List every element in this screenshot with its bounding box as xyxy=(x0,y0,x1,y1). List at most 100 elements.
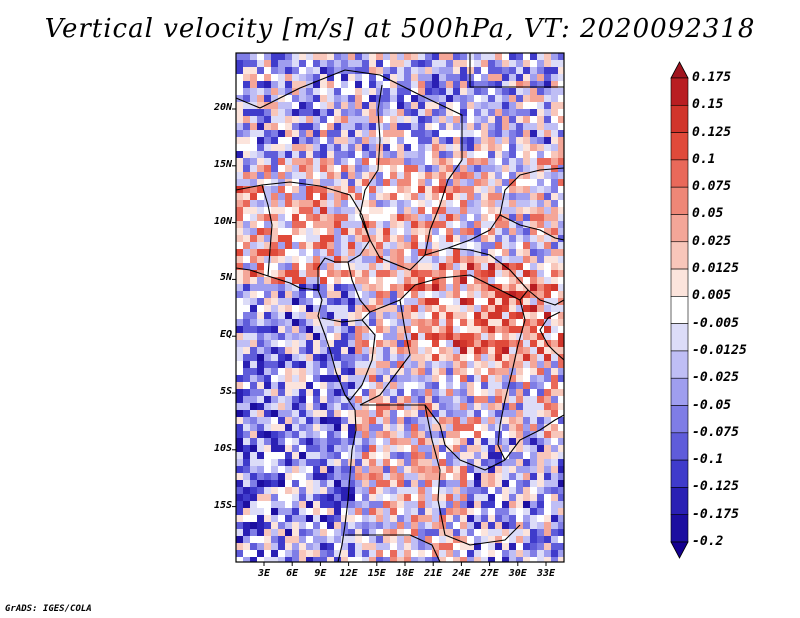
field-cell xyxy=(313,263,321,271)
field-cell xyxy=(411,515,419,523)
field-cell xyxy=(271,536,279,544)
field-cell xyxy=(495,501,503,509)
field-cell xyxy=(467,396,475,404)
field-cell xyxy=(292,410,300,418)
field-cell xyxy=(411,424,419,432)
field-cell xyxy=(439,543,447,551)
field-cell xyxy=(243,165,251,173)
field-cell xyxy=(299,494,307,502)
field-cell xyxy=(467,375,475,383)
field-cell xyxy=(446,354,454,362)
field-cell xyxy=(544,403,552,411)
field-cell xyxy=(362,235,370,243)
field-cell xyxy=(348,151,356,159)
field-cell xyxy=(271,67,279,75)
field-cell xyxy=(383,389,391,397)
field-cell xyxy=(390,403,398,411)
field-cell xyxy=(397,144,405,152)
field-cell xyxy=(348,270,356,278)
field-cell xyxy=(558,200,564,208)
field-cell xyxy=(362,543,370,551)
field-cell xyxy=(264,263,272,271)
field-cell xyxy=(523,529,531,537)
field-cell xyxy=(243,375,251,383)
field-cell xyxy=(439,116,447,124)
field-cell xyxy=(509,319,517,327)
field-cell xyxy=(390,193,398,201)
field-cell xyxy=(411,333,419,341)
colorbar-top-arrow xyxy=(670,61,689,79)
field-cell xyxy=(481,249,489,257)
field-cell xyxy=(544,473,552,481)
field-cell xyxy=(411,53,419,61)
field-cell xyxy=(418,60,426,68)
field-cell xyxy=(509,473,517,481)
field-cell xyxy=(502,298,510,306)
field-cell xyxy=(306,557,314,562)
field-cell xyxy=(397,109,405,117)
field-cell xyxy=(446,95,454,103)
field-cell xyxy=(250,466,258,474)
field-cell xyxy=(383,403,391,411)
field-cell xyxy=(418,235,426,243)
field-cell xyxy=(453,123,461,131)
field-cell xyxy=(404,74,412,82)
field-cell xyxy=(271,60,279,68)
field-cell xyxy=(551,382,559,390)
field-cell xyxy=(502,326,510,334)
field-cell xyxy=(544,137,552,145)
field-cell xyxy=(285,522,293,530)
field-cell xyxy=(432,382,440,390)
field-cell xyxy=(250,179,258,187)
field-cell xyxy=(334,151,342,159)
field-cell xyxy=(404,165,412,173)
field-cell xyxy=(488,326,496,334)
field-cell xyxy=(467,347,475,355)
field-cell xyxy=(257,165,265,173)
field-cell xyxy=(257,424,265,432)
field-cell xyxy=(425,438,433,446)
field-cell xyxy=(264,144,272,152)
field-cell xyxy=(236,354,244,362)
field-cell xyxy=(397,242,405,250)
field-cell xyxy=(439,123,447,131)
field-cell xyxy=(397,256,405,264)
field-cell xyxy=(327,466,335,474)
field-cell xyxy=(376,256,384,264)
field-cell xyxy=(418,228,426,236)
field-cell xyxy=(306,494,314,502)
field-cell xyxy=(551,424,559,432)
field-cell xyxy=(390,53,398,61)
field-cell xyxy=(320,557,328,562)
field-cell xyxy=(530,298,538,306)
field-cell xyxy=(516,536,524,544)
field-cell xyxy=(397,235,405,243)
field-cell xyxy=(264,277,272,285)
field-cell xyxy=(306,452,314,460)
field-cell xyxy=(404,312,412,320)
field-cell xyxy=(530,417,538,425)
field-cell xyxy=(327,249,335,257)
field-cell xyxy=(341,74,349,82)
field-cell xyxy=(285,466,293,474)
field-cell xyxy=(551,354,559,362)
field-cell xyxy=(467,431,475,439)
field-cell xyxy=(362,53,370,61)
field-cell xyxy=(278,298,286,306)
field-cell xyxy=(299,291,307,299)
field-cell xyxy=(264,60,272,68)
field-cell xyxy=(264,109,272,117)
field-cell xyxy=(390,109,398,117)
field-cell xyxy=(397,116,405,124)
field-cell xyxy=(439,228,447,236)
field-cell xyxy=(481,340,489,348)
field-cell xyxy=(425,298,433,306)
field-cell xyxy=(425,550,433,558)
field-cell xyxy=(544,410,552,418)
field-cell xyxy=(446,557,454,562)
field-cell xyxy=(509,123,517,131)
field-cell xyxy=(495,74,503,82)
field-cell xyxy=(348,333,356,341)
field-cell xyxy=(250,305,258,313)
field-cell xyxy=(327,179,335,187)
